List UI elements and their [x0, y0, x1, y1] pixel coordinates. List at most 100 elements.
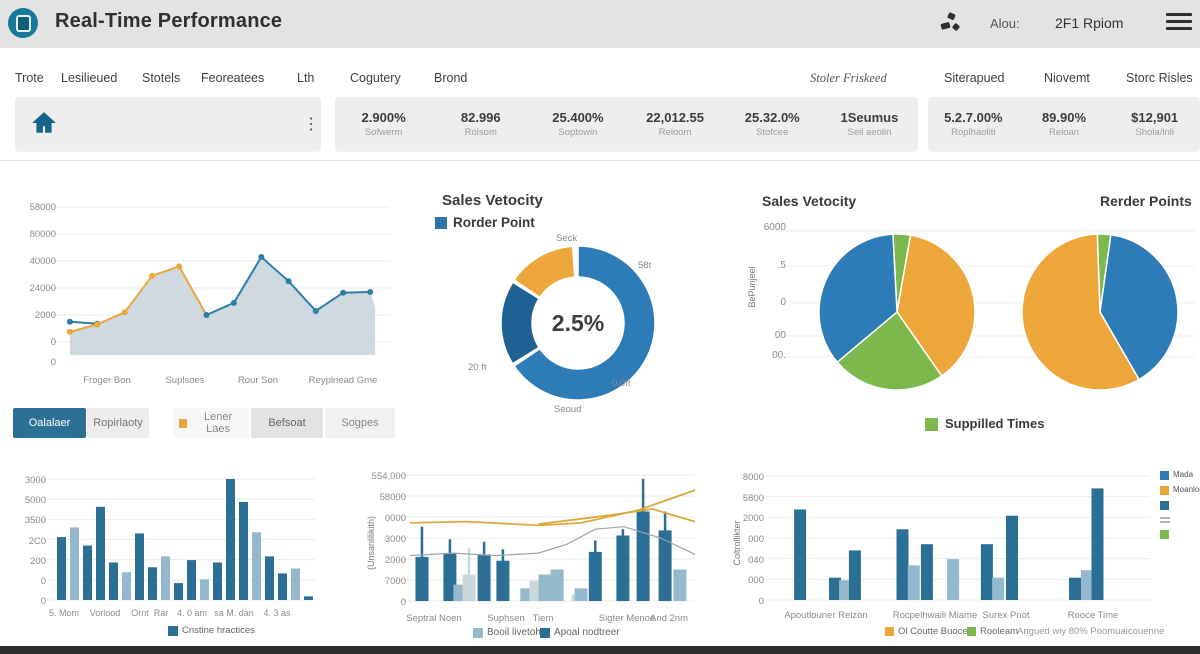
kpi-stat: $12,901 Shola/lnli	[1131, 110, 1179, 138]
alou-value[interactable]: 2F1 Rpiom	[1055, 15, 1124, 31]
bottom-left-bar-chart	[47, 478, 315, 601]
y-tick: 6000	[763, 222, 786, 233]
combo-legend-label-2: Apoal nodtreer	[554, 627, 620, 638]
nav-item-lesilieued[interactable]: Lesilieued	[61, 71, 118, 85]
nav-item-cogutery[interactable]: Cogutery	[350, 71, 401, 85]
y-tick: 0	[780, 297, 786, 308]
filter-button-lener-laes[interactable]: Lener Laes	[173, 408, 249, 438]
kebab-menu-icon[interactable]: ⋮	[303, 116, 319, 133]
share-icon[interactable]	[938, 11, 962, 35]
bar	[443, 553, 457, 601]
combo-y-axis-label: (Unsanlilikith)	[366, 516, 376, 571]
bar	[252, 532, 261, 600]
donut-center-value: 2.5%	[551, 310, 605, 336]
nav-item-storc-risles[interactable]: Storc Risles	[1126, 71, 1193, 85]
y-tick: .5	[777, 260, 786, 271]
filter-button-oalalaer[interactable]: Oalalaer	[13, 408, 86, 438]
y-tick: 0000	[384, 513, 406, 524]
bar	[148, 567, 157, 600]
area-fill	[69, 257, 376, 355]
bar	[907, 565, 920, 600]
donut-section-title: Sales Vetocity	[442, 192, 543, 209]
bar	[70, 527, 79, 600]
kpi-stat: 25.400% Soptowin	[552, 110, 604, 138]
bar	[896, 529, 909, 600]
bar	[1069, 577, 1081, 600]
slice-blue	[818, 233, 898, 364]
bar	[794, 509, 807, 600]
nav-item-brond[interactable]: Brond	[434, 71, 468, 85]
slice-darkblue	[500, 281, 541, 365]
y-tick: 24000	[29, 283, 56, 294]
x-tick: Suphsen	[487, 613, 525, 624]
nav-item-siterapued[interactable]: Siterapued	[944, 71, 1005, 85]
bar	[947, 559, 960, 600]
bar	[496, 560, 510, 601]
y-tick: 200	[30, 556, 46, 567]
bar	[920, 544, 933, 600]
y-tick: 2C0	[28, 536, 46, 547]
y-tick: 2000	[384, 555, 406, 566]
y-tick: 000	[748, 575, 764, 586]
flow-area-chart	[52, 206, 390, 355]
y-tick: 040	[748, 555, 764, 566]
bar	[96, 506, 105, 600]
donut-label-bottom-right: 0.0ft	[612, 378, 631, 389]
series-line	[69, 320, 98, 325]
nav-item-trote[interactable]: Trote	[15, 71, 44, 85]
legend-square-icon	[967, 627, 976, 636]
bar	[265, 556, 274, 600]
nav-item-lth[interactable]: Lth	[297, 71, 315, 85]
y-tick: 80000	[29, 229, 56, 240]
y-tick: 2000	[34, 310, 56, 321]
kpi-stat: 82.996 Rolsom	[460, 110, 501, 138]
nav-item-stoler-friskeed[interactable]: Stoler Friskeed	[810, 71, 887, 85]
data-point	[176, 263, 183, 270]
filter-button-ropirlaoty[interactable]: Ropirlaoty	[87, 408, 149, 438]
data-point	[94, 321, 101, 328]
series-line	[69, 265, 208, 333]
sales-velocity-donut-chart	[500, 245, 656, 401]
slice-orange	[896, 234, 976, 377]
pies-y-axis-label: BePunjeel	[747, 266, 757, 308]
barsB-legend-note: Angued wiy 80% Poomuaicouenne	[1017, 626, 1165, 637]
menu-icon[interactable]	[1166, 13, 1192, 33]
nav-item-feoreatees[interactable]: Feoreatees	[201, 71, 265, 85]
nav-item-niovemt[interactable]: Niovemt	[1044, 71, 1090, 85]
bar	[135, 533, 144, 600]
overlay-line	[409, 489, 696, 527]
y-tick: 0	[400, 597, 406, 608]
y-tick: 58000	[29, 202, 56, 213]
bar	[187, 560, 196, 600]
barsB-legend-bottom-1: Ol Coutte Buoces	[898, 626, 973, 637]
bar	[226, 479, 235, 600]
x-tick: Apoutlouner Relzon	[784, 610, 868, 621]
kpi-stat: 22,012.55 Reloom	[646, 110, 705, 138]
bottom-bar	[0, 646, 1200, 654]
bar	[462, 574, 476, 601]
app-logo-icon	[8, 8, 38, 38]
pies-legend-label[interactable]: Suppilled Times	[945, 416, 1045, 431]
filter-button-befsoat[interactable]: Befsoat	[251, 408, 323, 438]
filter-button-sogpes[interactable]: Sogpes	[325, 408, 395, 438]
alou-label: Alou:	[990, 16, 1020, 31]
x-tick: Septral Noen	[406, 613, 462, 624]
legend-square-icon	[473, 628, 483, 638]
x-tick: And 2nm	[649, 613, 689, 624]
x-tick: Rour Son	[237, 375, 279, 386]
x-tick: Ornt	[131, 608, 149, 618]
pies-title-right: Rerder Points	[1100, 193, 1192, 209]
donut-legend-label[interactable]: Rorder Point	[453, 215, 535, 230]
kpi-stat: 2.900% Sofwerm	[361, 110, 406, 138]
bar	[574, 588, 588, 601]
y-tick: 0	[50, 357, 56, 368]
x-tick: Reyplnead Gme	[308, 375, 378, 386]
donut-label-right: 58t	[638, 260, 652, 271]
nav-item-stotels[interactable]: Stotels	[142, 71, 181, 85]
barsB-y-axis-label: Coltrollikter	[732, 520, 742, 566]
home-icon[interactable]	[31, 110, 57, 136]
x-tick: Sigter Menoe	[598, 613, 656, 624]
y-tick: 554,000	[371, 471, 406, 482]
barsB-legend-bottom-2: Rooleam	[980, 626, 1019, 637]
x-tick: 5. Mom	[48, 608, 79, 618]
